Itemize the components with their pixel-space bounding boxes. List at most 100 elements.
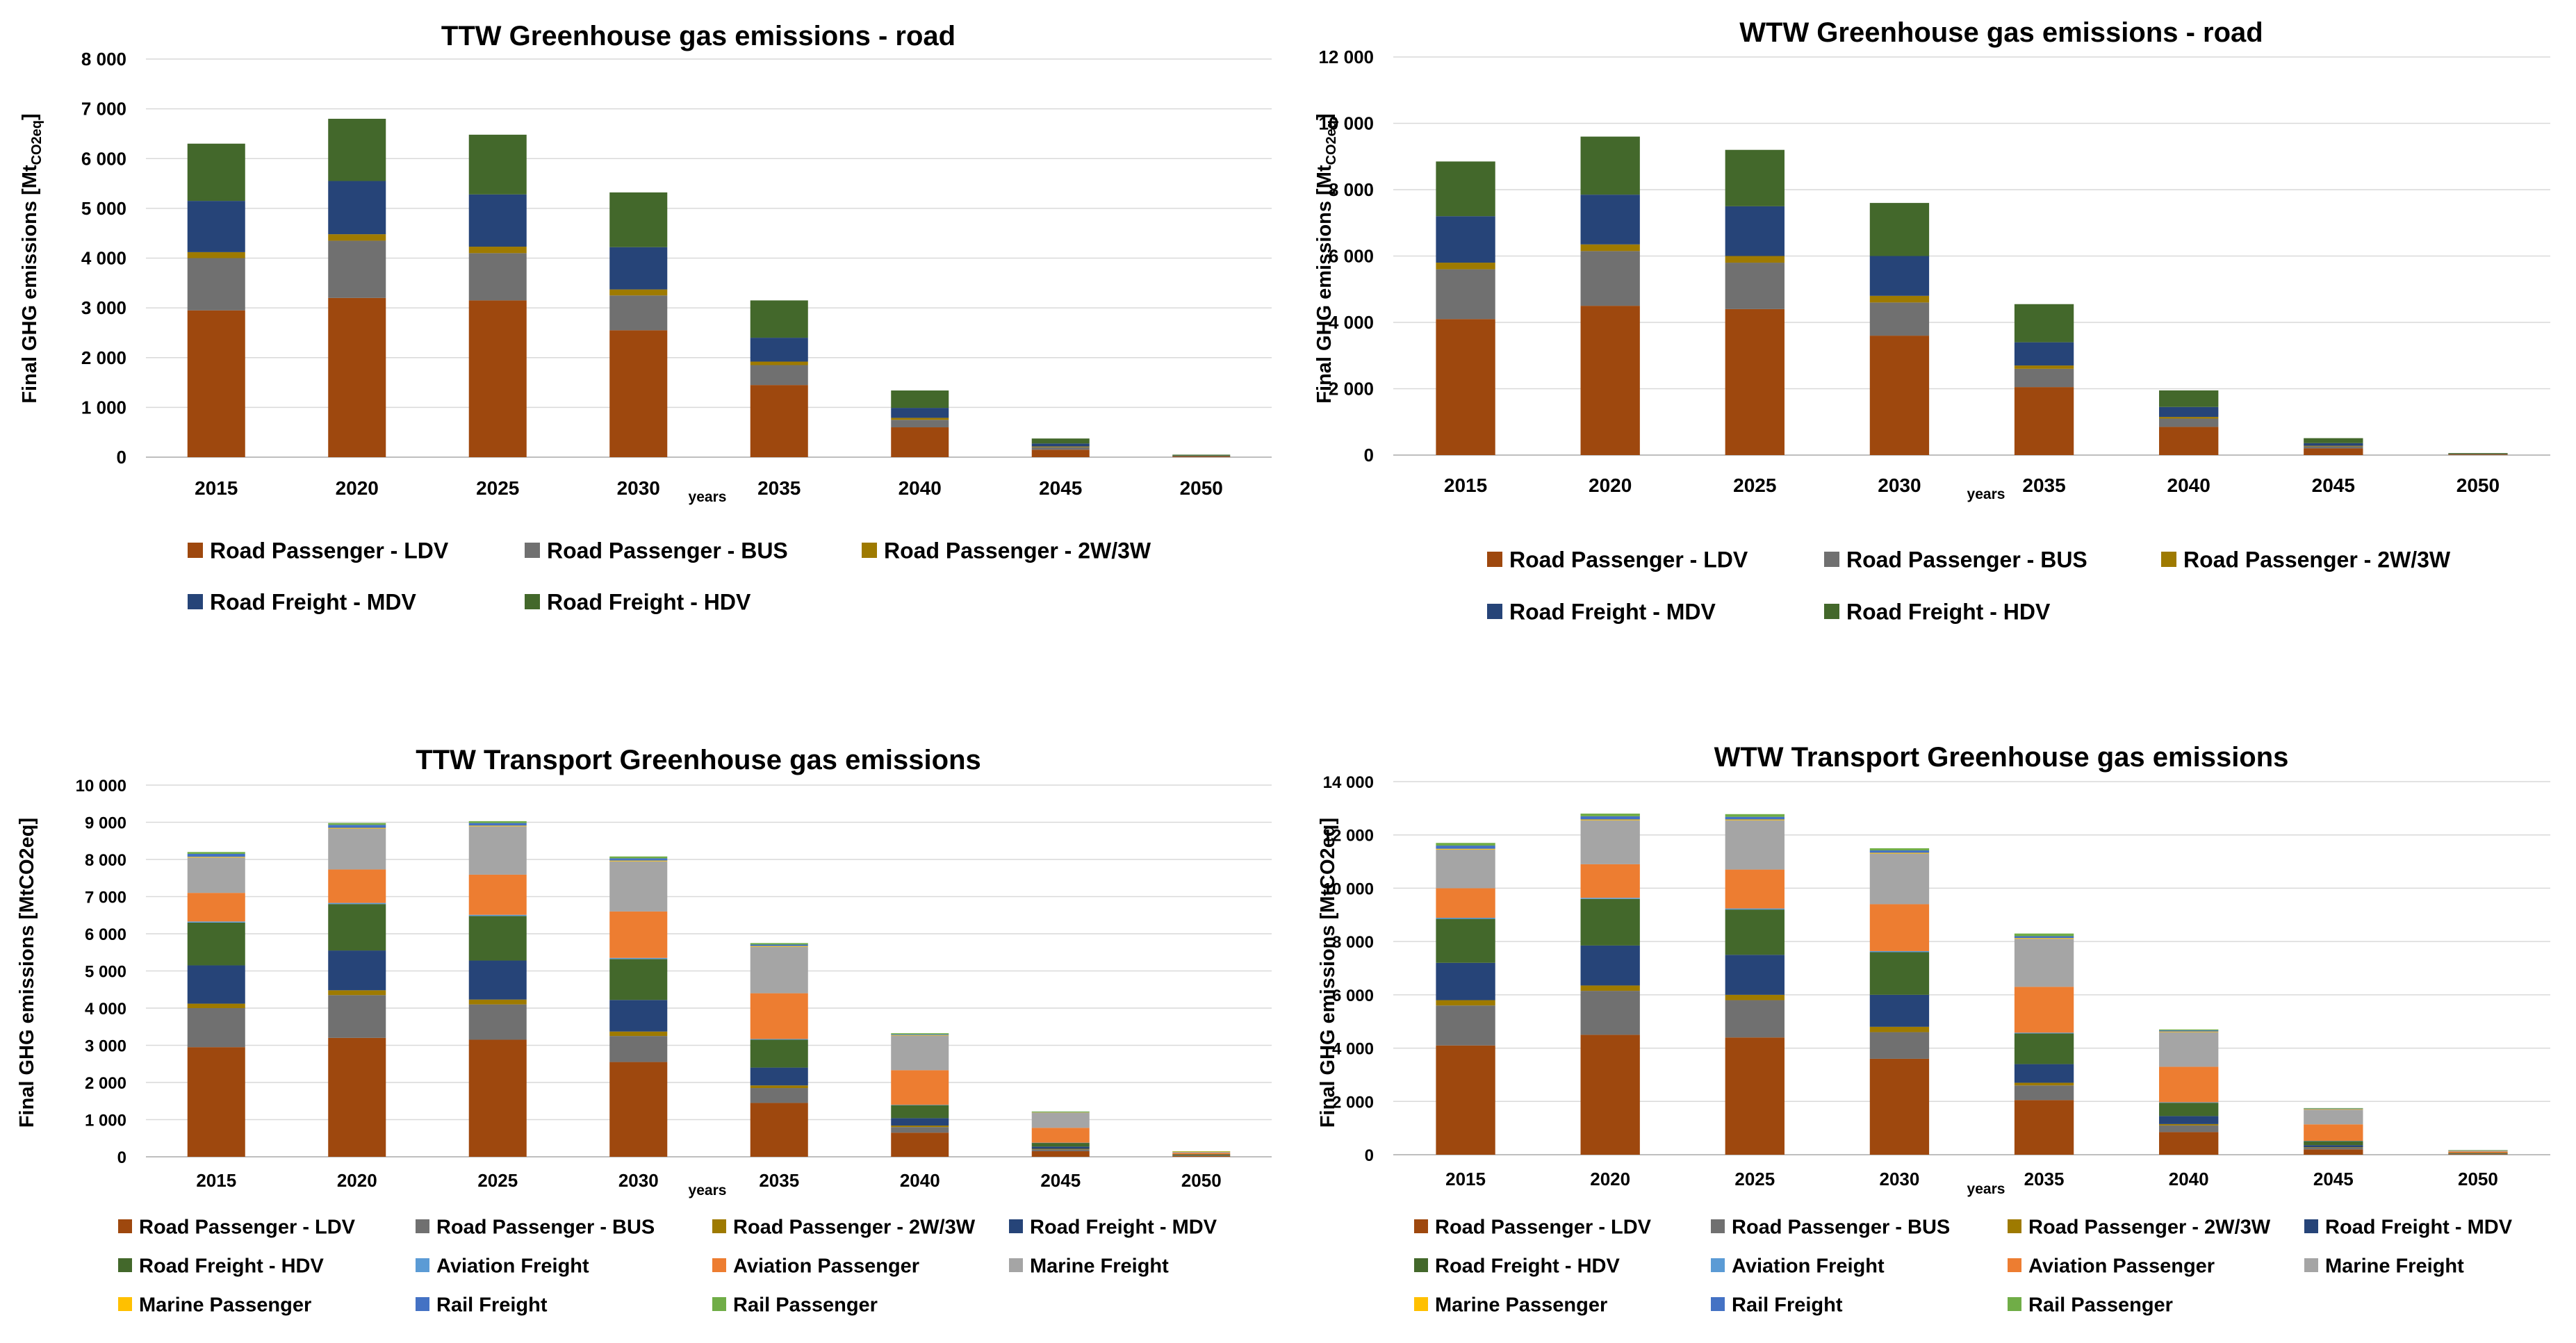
legend-swatch-road-freight-mdv — [2304, 1219, 2318, 1233]
bar-road-passenger-bus-2025 — [1725, 1000, 1785, 1038]
legend-label-road-passenger-bus: Road Passenger - BUS — [547, 538, 788, 563]
bar-road-passenger-ldv-2035 — [2014, 1100, 2074, 1155]
bar-aviation-freight-2030 — [609, 957, 668, 959]
bar-road-passenger-bus-2040 — [891, 1127, 949, 1133]
legend-swatch-road-passenger-bus — [1711, 1219, 1725, 1233]
bar-road-freight-mdv-2040 — [891, 408, 949, 418]
bar-marine-passenger-2025 — [468, 825, 527, 827]
bar-road-freight-hdv-2050 — [2448, 1153, 2508, 1154]
x-tick-label: 2025 — [1733, 475, 1776, 496]
bar-road-passenger-ldv-2050 — [1172, 456, 1231, 457]
bar-rail-passenger-2050 — [2448, 1150, 2508, 1151]
chart-4: 0 2 000 4 000 6 000 8 000 10 000 12 000 14 000 W… — [1317, 742, 2550, 1316]
bar-road-passenger-ldv-2025 — [1725, 1037, 1785, 1155]
legend-swatch-road-passenger-bus — [525, 543, 540, 558]
bar-marine-freight-2015 — [187, 857, 245, 893]
x-tick-label: 2045 — [1040, 1170, 1081, 1191]
legend-label-road-freight-mdv: Road Freight - MDV — [1509, 600, 1716, 625]
y-axis-label: Final GHG emissions [MtCO2eq] — [16, 818, 38, 1128]
legend-label-marine-freight: Marine Freight — [1030, 1255, 1169, 1277]
bar-road-passenger-bus-2040 — [891, 420, 949, 428]
bar-road-passenger-bus-2025 — [468, 253, 527, 301]
legend-label-road-freight-hdv: Road Freight - HDV — [1846, 600, 2051, 625]
bar-road-freight-mdv-2020 — [328, 181, 386, 235]
bar-road-freight-mdv-2020 — [1580, 195, 1640, 245]
bar-rail-freight-2020 — [328, 825, 386, 828]
bar-marine-freight-2040 — [891, 1035, 949, 1071]
y-tick-label: 3 000 — [81, 297, 126, 318]
legend-swatch-road-freight-hdv — [1824, 604, 1839, 619]
bar-marine-freight-2035 — [750, 946, 808, 994]
bar-rail-passenger-2035 — [2014, 933, 2074, 937]
x-tick-label: 2050 — [1180, 477, 1223, 499]
bar-rail-freight-2040 — [2159, 1030, 2219, 1032]
y-tick-label: 0 — [1364, 445, 1374, 465]
bar-road-freight-mdv-2015 — [187, 201, 245, 252]
bar-road-passenger-ldv-2025 — [468, 300, 527, 457]
bar-road-passenger-2w-3w-2015 — [187, 252, 245, 258]
bar-road-passenger-bus-2015 — [1436, 269, 1495, 320]
bar-road-freight-mdv-2025 — [1725, 955, 1785, 995]
legend-label-road-passenger-ldv: Road Passenger - LDV — [210, 538, 449, 563]
bar-marine-passenger-2040 — [891, 1035, 949, 1036]
bar-road-passenger-2w-3w-2035 — [750, 1085, 808, 1089]
bar-rail-passenger-2045 — [2304, 1107, 2363, 1109]
bar-road-passenger-ldv-2020 — [328, 297, 386, 457]
bar-aviation-freight-2025 — [468, 914, 527, 916]
bar-road-freight-hdv-2050 — [1172, 454, 1231, 456]
chart-1: 0 1 000 2 000 3 000 4 000 5 000 6 000 7 000 8 00… — [19, 21, 1272, 615]
bar-road-passenger-ldv-2020 — [328, 1037, 386, 1157]
bar-road-freight-hdv-2025 — [1725, 149, 1785, 206]
bar-road-passenger-ldv-2040 — [2159, 1132, 2219, 1155]
chart-3: 0 1 000 2 000 3 000 4 000 5 000 6 000 7 000 8 00… — [16, 745, 1272, 1316]
bar-rail-passenger-2015 — [187, 852, 245, 854]
bar-road-passenger-ldv-2035 — [2014, 387, 2074, 455]
y-axis-label-subscript: CO2eq — [29, 120, 44, 165]
bar-rail-freight-2015 — [187, 853, 245, 857]
x-tick-label: 2025 — [1734, 1169, 1775, 1189]
y-tick-label: 7 000 — [85, 889, 126, 907]
bar-road-freight-hdv-2045 — [1031, 438, 1090, 444]
bar-road-passenger-bus-2035 — [750, 365, 808, 386]
bar-road-freight-mdv-2045 — [1031, 1146, 1090, 1149]
y-tick-label: 0 — [117, 1148, 126, 1167]
bar-marine-passenger-2035 — [750, 946, 808, 947]
legend-label-road-freight-hdv: Road Freight - HDV — [1435, 1255, 1620, 1277]
bar-road-freight-hdv-2015 — [187, 922, 245, 966]
bar-road-freight-hdv-2040 — [2159, 1103, 2219, 1117]
bar-road-freight-mdv-2020 — [328, 950, 386, 991]
x-tick-label: 2035 — [2024, 1169, 2065, 1189]
bar-aviation-passenger-2040 — [891, 1070, 949, 1105]
bar-rail-freight-2025 — [468, 823, 527, 826]
bar-aviation-freight-2030 — [1869, 950, 1930, 953]
legend-swatch-marine-freight — [2304, 1258, 2318, 1272]
y-tick-label: 7 000 — [81, 99, 126, 120]
bar-aviation-freight-2040 — [2159, 1102, 2219, 1103]
bar-marine-freight-2020 — [328, 828, 386, 870]
chart-title: TTW Greenhouse gas emissions - road — [441, 21, 955, 51]
bar-rail-passenger-2035 — [750, 943, 808, 945]
bar-road-passenger-ldv-2045 — [2304, 1149, 2363, 1155]
bar-road-passenger-bus-2030 — [609, 1036, 668, 1062]
legend-label-road-passenger-2w-3w: Road Passenger - 2W/3W — [884, 538, 1151, 563]
bar-road-passenger-bus-2035 — [2014, 1085, 2074, 1101]
x-tick-label: 2020 — [1590, 1169, 1630, 1189]
bar-road-freight-hdv-2045 — [2304, 438, 2363, 443]
legend-swatch-rail-passenger — [2008, 1297, 2021, 1311]
bar-road-freight-mdv-2035 — [750, 338, 808, 362]
legend-swatch-aviation-passenger — [2008, 1258, 2021, 1272]
legend-label-road-passenger-2w-3w: Road Passenger - 2W/3W — [2183, 547, 2451, 572]
bar-marine-passenger-2035 — [2014, 938, 2074, 939]
legend-label-road-passenger-ldv: Road Passenger - LDV — [1435, 1216, 1652, 1238]
bar-road-passenger-2w-3w-2040 — [2159, 1123, 2219, 1126]
x-axis-label: years — [1967, 1181, 2005, 1197]
bar-road-freight-hdv-2030 — [609, 959, 668, 1000]
y-tick-label: 14 000 — [1323, 773, 1374, 792]
chart-title: WTW Greenhouse gas emissions - road — [1739, 17, 2263, 48]
bar-road-passenger-bus-2020 — [1580, 251, 1640, 306]
bar-aviation-passenger-2035 — [2014, 987, 2074, 1033]
bar-aviation-passenger-2025 — [468, 874, 527, 915]
bar-road-passenger-ldv-2015 — [187, 1047, 245, 1157]
bar-aviation-freight-2045 — [2304, 1141, 2363, 1142]
bar-road-freight-mdv-2025 — [1725, 206, 1785, 256]
